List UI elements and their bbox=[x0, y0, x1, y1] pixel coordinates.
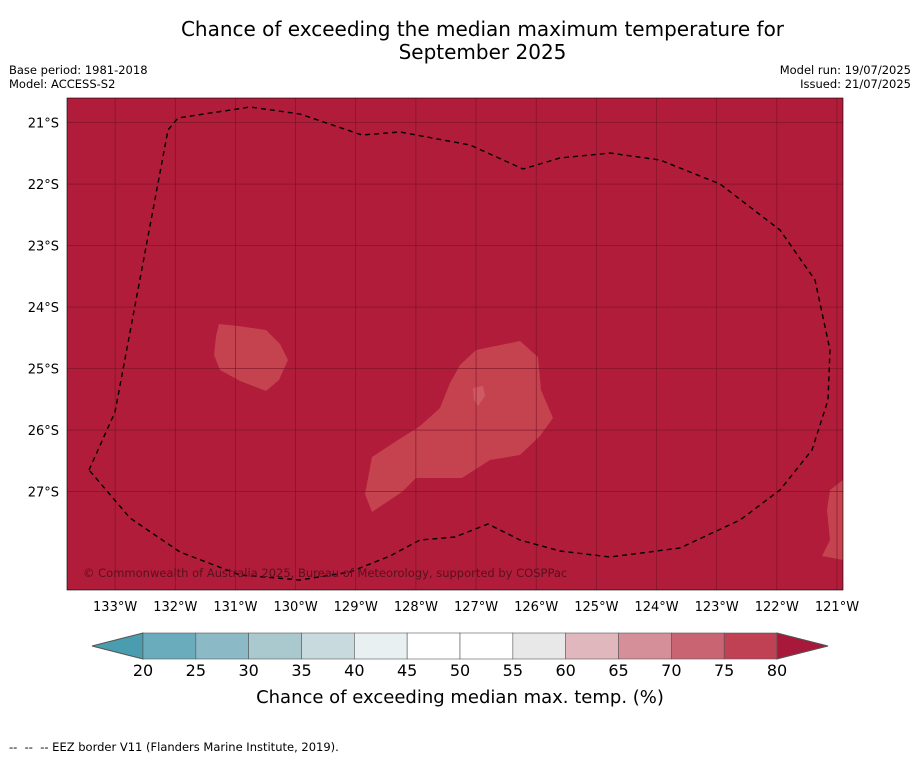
lon-tick-label: 122°W bbox=[755, 600, 799, 615]
colorbar-tick-label: 60 bbox=[555, 661, 575, 680]
issued-text: Issued: 21/07/2025 bbox=[800, 77, 911, 91]
model-run-text: Model run: 19/07/2025 bbox=[779, 63, 911, 77]
metadata-right: Model run: 19/07/2025 Issued: 21/07/2025 bbox=[780, 63, 911, 91]
patch-east-edge bbox=[822, 480, 843, 560]
title-line-1: Chance of exceeding the median maximum t… bbox=[180, 17, 785, 41]
chart-title: Chance of exceeding the median maximum t… bbox=[0, 18, 919, 64]
lon-tick-label: 124°W bbox=[634, 600, 678, 615]
copyright-text: © Commonwealth of Australia 2025, Bureau… bbox=[83, 566, 567, 580]
colorbar-segment bbox=[142, 632, 197, 660]
map-frame bbox=[66, 97, 844, 591]
longitude-axis: 133°W 132°W 131°W 130°W 129°W 128°W 127°W 126°W… bbox=[93, 600, 859, 615]
lon-tick-label: 128°W bbox=[394, 600, 438, 615]
lat-tick-label: 26°S bbox=[28, 424, 59, 439]
colorbar-segment bbox=[406, 632, 461, 660]
patch-central bbox=[365, 341, 553, 512]
title-line-2: September 2025 bbox=[398, 40, 567, 64]
colorbar-tick-label: 30 bbox=[238, 661, 258, 680]
colorbar-tick-label: 50 bbox=[450, 661, 470, 680]
colorbar-segment bbox=[195, 632, 249, 660]
lon-tick-label: 125°W bbox=[574, 600, 618, 615]
colorbar-segment bbox=[512, 632, 566, 660]
lon-tick-label: 123°W bbox=[695, 600, 739, 615]
lat-tick-label: 27°S bbox=[28, 486, 59, 501]
lon-tick-label: 129°W bbox=[334, 600, 378, 615]
colorbar-segments bbox=[142, 632, 778, 660]
eez-border bbox=[88, 106, 831, 581]
colorbar: 20 25 30 35 40 45 50 55 60 65 70 75 80 Chance of exc… bbox=[91, 632, 829, 708]
colorbar-tick-label: 25 bbox=[186, 661, 206, 680]
colorbar-tick-label: 65 bbox=[608, 661, 628, 680]
colorbar-title: Chance of exceeding median max. temp. (%… bbox=[256, 687, 664, 708]
colorbar-segment bbox=[301, 632, 355, 660]
colorbar-tick-label: 70 bbox=[661, 661, 681, 680]
patch-west bbox=[214, 324, 288, 391]
colorbar-tick-label: 45 bbox=[397, 661, 417, 680]
eez-legend-note: -- -- -- EEZ border V11 (Flanders Marine… bbox=[9, 740, 339, 754]
colorbar-over-arrow bbox=[776, 632, 829, 660]
lon-tick-label: 131°W bbox=[213, 600, 257, 615]
lon-tick-label: 127°W bbox=[454, 600, 498, 615]
map-area: © Commonwealth of Australia 2025, Bureau… bbox=[66, 97, 844, 591]
lat-tick-label: 21°S bbox=[28, 117, 59, 132]
latitude-axis: 21°S 22°S 23°S 24°S 25°S 26°S 27°S bbox=[28, 117, 59, 501]
lon-tick-label: 132°W bbox=[153, 600, 197, 615]
lat-tick-label: 22°S bbox=[28, 178, 59, 193]
lat-tick-label: 25°S bbox=[28, 363, 59, 378]
colorbar-segment bbox=[618, 632, 672, 660]
colorbar-tick-label: 35 bbox=[291, 661, 311, 680]
lon-tick-label: 133°W bbox=[93, 600, 137, 615]
colorbar-tick-label: 75 bbox=[714, 661, 734, 680]
colorbar-segment bbox=[459, 632, 514, 660]
colorbar-tick-label: 80 bbox=[767, 661, 787, 680]
colorbar-tick-label: 55 bbox=[503, 661, 523, 680]
colorbar-ticks: 20 25 30 35 40 45 50 55 60 65 70 75 80 bbox=[133, 661, 787, 680]
model-text: Model: ACCESS-S2 bbox=[9, 77, 116, 91]
colorbar-segment bbox=[723, 632, 778, 660]
probability-patches bbox=[214, 324, 843, 560]
lat-tick-label: 23°S bbox=[28, 240, 59, 255]
base-period-text: Base period: 1981-2018 bbox=[9, 63, 148, 77]
lon-tick-label: 130°W bbox=[274, 600, 318, 615]
gridlines bbox=[67, 98, 843, 590]
colorbar-segment bbox=[671, 632, 725, 660]
lon-tick-label: 126°W bbox=[514, 600, 558, 615]
map-background bbox=[67, 98, 843, 590]
metadata-left: Base period: 1981-2018 Model: ACCESS-S2 bbox=[9, 63, 148, 91]
colorbar-under-arrow bbox=[91, 632, 144, 660]
colorbar-segment bbox=[248, 632, 302, 660]
colorbar-tick-label: 40 bbox=[344, 661, 364, 680]
colorbar-tick-label: 20 bbox=[133, 661, 153, 680]
colorbar-segment bbox=[354, 632, 408, 660]
colorbar-segment bbox=[565, 632, 619, 660]
lon-tick-label: 121°W bbox=[815, 600, 859, 615]
lat-tick-label: 24°S bbox=[28, 301, 59, 316]
